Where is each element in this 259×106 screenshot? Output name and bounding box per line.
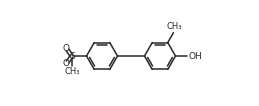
Text: CH₃: CH₃ [64,68,80,77]
Text: OH: OH [189,52,202,61]
Text: O: O [63,44,70,53]
Text: S: S [69,52,75,61]
Text: O: O [63,59,70,68]
Text: CH₃: CH₃ [167,22,182,31]
